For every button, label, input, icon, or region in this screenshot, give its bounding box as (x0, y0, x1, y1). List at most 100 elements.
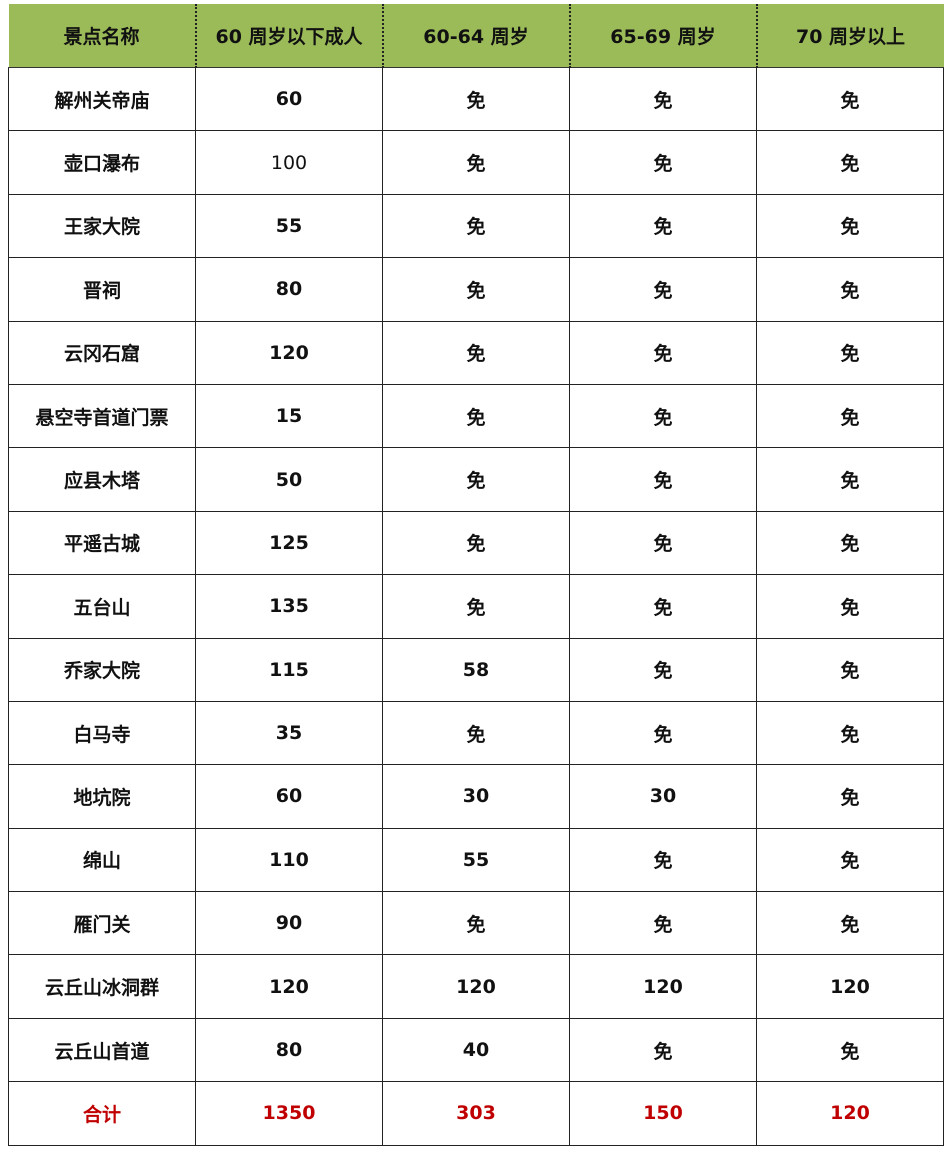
price-cell: 120 (195, 320, 383, 385)
price-cell: 125 (195, 510, 383, 576)
price-cell: 免 (756, 320, 944, 385)
price-cell: 免 (569, 637, 757, 702)
attraction-name: 云冈石窟 (8, 320, 196, 385)
price-cell: 免 (382, 257, 570, 322)
price-cell: 80 (195, 257, 383, 322)
total-value: 120 (756, 1081, 944, 1146)
price-cell: 免 (382, 447, 570, 512)
price-cell: 免 (569, 700, 757, 766)
price-cell: 免 (569, 130, 757, 195)
attraction-name: 解州关帝庙 (8, 66, 196, 132)
price-cell: 免 (569, 320, 757, 385)
attraction-name: 平遥古城 (8, 510, 196, 576)
price-cell: 80 (195, 1017, 383, 1083)
total-label: 合计 (8, 1081, 196, 1146)
price-cell: 免 (382, 130, 570, 195)
table-row: 悬空寺首道门票 15 免免免 (8, 383, 944, 449)
price-cell: 免 (756, 891, 944, 956)
table-row: 云冈石窟 120 免免免 (8, 320, 944, 385)
price-cell: 60 (195, 66, 383, 132)
price-cell: 免 (569, 257, 757, 322)
attraction-name: 绵山 (8, 827, 196, 893)
table-row: 晋祠 80 免免免 (8, 257, 944, 322)
price-cell: 免 (569, 383, 757, 449)
column-header: 60 周岁以下成人 (194, 4, 384, 68)
attraction-name: 壶口瀑布 (8, 130, 196, 195)
price-cell: 115 (195, 637, 383, 702)
column-header: 65-69 周岁 (568, 4, 758, 68)
price-cell: 免 (569, 193, 757, 259)
price-cell: 免 (756, 66, 944, 132)
attraction-name: 云丘山冰洞群 (8, 954, 196, 1019)
price-cell: 免 (756, 700, 944, 766)
price-cell: 免 (756, 764, 944, 829)
price-cell: 免 (756, 383, 944, 449)
price-cell: 35 (195, 700, 383, 766)
price-cell: 免 (382, 383, 570, 449)
table-row: 王家大院 55 免免免 (8, 193, 944, 259)
price-cell: 120 (382, 954, 570, 1019)
column-header: 70 周岁以上 (755, 4, 944, 68)
price-cell: 免 (569, 1017, 757, 1083)
price-cell: 120 (195, 954, 383, 1019)
table-row: 白马寺 35 免免免 (8, 700, 944, 766)
price-cell: 免 (569, 827, 757, 893)
price-cell: 135 (195, 574, 383, 639)
price-cell: 免 (756, 637, 944, 702)
price-cell: 55 (195, 193, 383, 259)
price-cell: 免 (382, 891, 570, 956)
price-cell: 免 (569, 574, 757, 639)
table-row: 应县木塔 50 免免免 (8, 447, 944, 512)
price-cell: 免 (756, 574, 944, 639)
column-header: 60-64 周岁 (381, 4, 571, 68)
attraction-name: 应县木塔 (8, 447, 196, 512)
price-cell: 免 (382, 574, 570, 639)
total-row: 合计 1350 303 150 120 (8, 1081, 944, 1146)
price-cell: 100 (195, 130, 383, 195)
price-cell: 免 (382, 320, 570, 385)
table-row: 五台山 135 免免免 (8, 574, 944, 639)
attraction-name: 晋祠 (8, 257, 196, 322)
price-cell: 55 (382, 827, 570, 893)
total-value: 150 (569, 1081, 757, 1146)
price-cell: 免 (756, 827, 944, 893)
price-cell: 120 (569, 954, 757, 1019)
price-cell: 90 (195, 891, 383, 956)
attraction-name: 悬空寺首道门票 (8, 383, 196, 449)
attraction-name: 云丘山首道 (8, 1017, 196, 1083)
total-value: 1350 (195, 1081, 383, 1146)
price-cell: 60 (195, 764, 383, 829)
price-cell: 免 (756, 1017, 944, 1083)
price-cell: 免 (569, 66, 757, 132)
table-row: 云丘山冰洞群 120 120 120 120 (8, 954, 944, 1019)
header-row: 景点名称 60 周岁以下成人 60-64 周岁 65-69 周岁 70 周岁以上 (8, 4, 944, 68)
price-cell: 110 (195, 827, 383, 893)
total-value: 303 (382, 1081, 570, 1146)
price-cell: 免 (756, 510, 944, 576)
attraction-name: 五台山 (8, 574, 196, 639)
price-cell: 30 (569, 764, 757, 829)
price-cell: 15 (195, 383, 383, 449)
table-row: 乔家大院 115 58 免免 (8, 637, 944, 702)
ticket-price-table: 景点名称 60 周岁以下成人 60-64 周岁 65-69 周岁 70 周岁以上 解州关… (8, 4, 944, 1146)
table-row: 解州关帝庙 60 免免免 (8, 66, 944, 132)
attraction-name: 乔家大院 (8, 637, 196, 702)
table-row: 地坑院 60 30 30 免 (8, 764, 944, 829)
attraction-name: 地坑院 (8, 764, 196, 829)
price-cell: 120 (756, 954, 944, 1019)
price-cell: 免 (569, 447, 757, 512)
attraction-name: 白马寺 (8, 700, 196, 766)
price-cell: 免 (382, 700, 570, 766)
price-cell: 免 (382, 193, 570, 259)
attraction-name: 王家大院 (8, 193, 196, 259)
price-cell: 免 (569, 510, 757, 576)
table-row: 绵山 110 55 免免 (8, 827, 944, 893)
price-cell: 免 (382, 66, 570, 132)
price-cell: 免 (756, 130, 944, 195)
table-row: 雁门关 90 免免免 (8, 891, 944, 956)
price-cell: 免 (569, 891, 757, 956)
price-cell: 免 (382, 510, 570, 576)
table-row: 平遥古城 125 免免免 (8, 510, 944, 576)
price-cell: 58 (382, 637, 570, 702)
attraction-name: 雁门关 (8, 891, 196, 956)
